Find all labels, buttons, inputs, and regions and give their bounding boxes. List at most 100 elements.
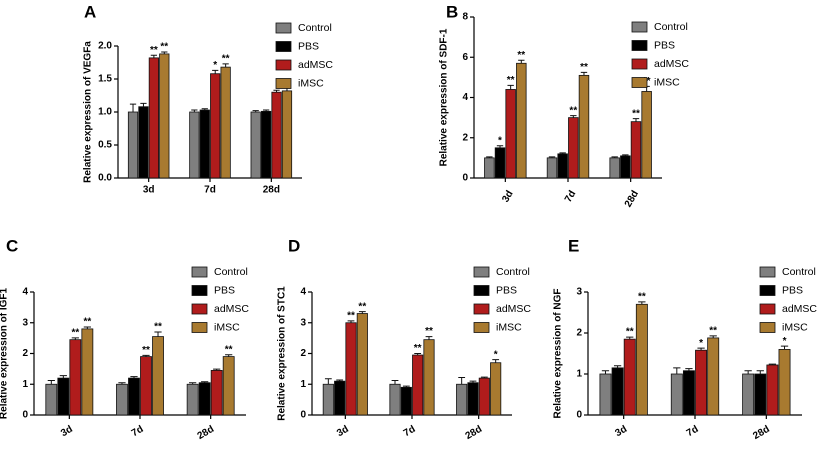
bar [45, 383, 58, 416]
bar [611, 367, 624, 416]
bar [127, 111, 139, 179]
bar [456, 383, 468, 416]
legend-label: iMSC [496, 321, 522, 333]
legend-swatch [759, 303, 776, 315]
significance-label: * [498, 135, 502, 146]
legend-label: iMSC [214, 321, 240, 333]
x-tick-label: 28d [263, 185, 280, 196]
y-tick-label: 2.0 [98, 41, 112, 52]
significance-label: * [783, 336, 787, 347]
error-bar [59, 375, 67, 379]
y-tick-label: 4 [22, 287, 28, 298]
x-tick-label: 7d [130, 424, 146, 439]
x-tick-label: 3d [143, 185, 155, 196]
error-bar [673, 367, 681, 374]
bar [128, 377, 140, 416]
error-bar [709, 335, 717, 338]
y-tick-label: 2 [576, 328, 582, 339]
legend-label: adMSC [496, 303, 531, 315]
bar [81, 328, 94, 416]
significance-label: ** [142, 345, 150, 356]
error-bar [768, 363, 777, 365]
x-tick-label: 28d [623, 189, 641, 209]
legend-label: iMSC [654, 76, 680, 88]
error-bar [611, 156, 618, 158]
bar [400, 386, 412, 416]
legend-swatch [191, 285, 208, 296]
legend-label: adMSC [298, 59, 333, 71]
y-tick-label: 4 [462, 92, 468, 103]
error-bar [71, 337, 79, 340]
error-bar [391, 380, 399, 385]
bar [159, 53, 170, 179]
panel-letter: B [446, 2, 458, 21]
y-tick-label: 1.0 [98, 107, 112, 118]
significance-label: ** [222, 53, 230, 64]
error-bar [414, 353, 422, 356]
error-bar [336, 379, 344, 382]
error-bar [154, 331, 162, 337]
error-bar [213, 368, 221, 371]
bar [148, 57, 159, 179]
error-bar [638, 301, 646, 305]
x-tick-label: 3d [613, 424, 629, 439]
error-bar [189, 382, 197, 385]
significance-label: ** [517, 50, 525, 61]
y-tick-label: 1 [300, 379, 306, 390]
y-tick-label: 3 [22, 317, 28, 328]
significance-label: ** [358, 301, 366, 312]
bar [189, 111, 200, 179]
error-bar [358, 311, 366, 314]
bar [623, 338, 636, 416]
bar [546, 157, 558, 179]
bar [334, 380, 346, 416]
significance-label: * [494, 349, 498, 360]
bar [778, 348, 791, 416]
error-bar [756, 370, 764, 374]
legend-label: adMSC [654, 58, 689, 70]
bar [620, 155, 631, 179]
bar [505, 89, 516, 179]
bar [557, 153, 568, 179]
x-tick-label: 28d [464, 424, 484, 442]
significance-label: ** [632, 108, 640, 119]
bar [695, 349, 708, 416]
bar [478, 377, 490, 416]
legend-label: Control [782, 266, 816, 278]
legend-label: PBS [298, 40, 319, 52]
x-tick-label: 7d [563, 189, 578, 205]
significance-label: ** [225, 344, 233, 355]
error-bar [570, 115, 577, 118]
legend-swatch [473, 285, 490, 296]
y-axis-label: Relative expression of VEGFa [83, 41, 94, 183]
error-bar [161, 51, 168, 54]
error-bar [601, 370, 610, 374]
bar [490, 362, 502, 416]
error-bar [626, 336, 634, 340]
significance-label: ** [71, 327, 79, 338]
legend-label: PBS [654, 39, 675, 51]
panel-letter: C [6, 236, 18, 255]
bar [57, 377, 70, 416]
y-axis-label: Relative expression of IGF1 [0, 287, 10, 419]
legend-label: Control [298, 22, 332, 34]
error-bar [613, 365, 622, 368]
y-axis-label: Relative expression of STC1 [277, 286, 288, 421]
bar [742, 373, 755, 416]
x-tick-label: 3d [59, 424, 75, 439]
panel-letter: A [84, 2, 96, 21]
error-bar [130, 376, 138, 379]
error-bar [83, 326, 91, 329]
error-bar [212, 69, 219, 74]
bar [152, 336, 164, 416]
error-bar [622, 154, 629, 156]
legend-label: adMSC [782, 303, 817, 315]
panel-letter: E [568, 236, 579, 255]
legend-label: iMSC [782, 321, 808, 333]
error-bar [273, 89, 280, 93]
bar [467, 382, 479, 416]
bar [484, 157, 495, 179]
bar [494, 147, 506, 179]
error-bar [744, 370, 752, 374]
